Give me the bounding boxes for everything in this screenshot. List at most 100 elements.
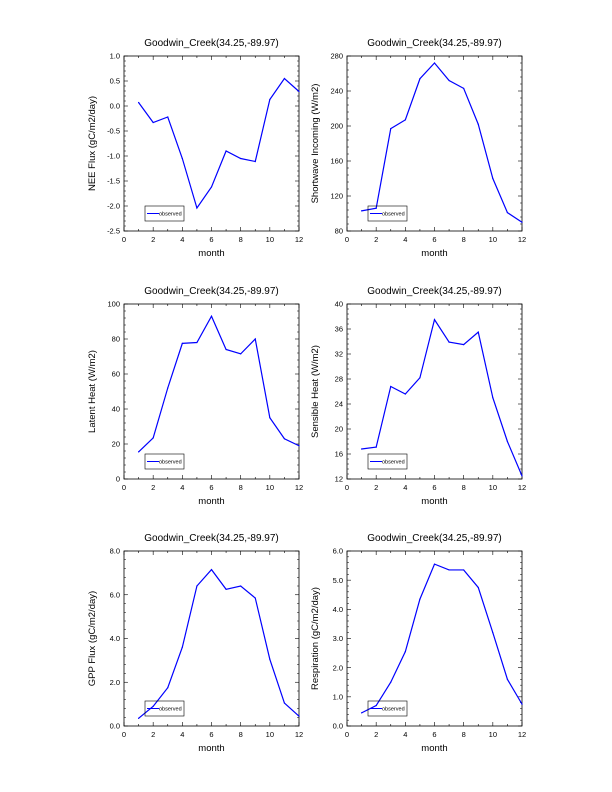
x-axis-label: month [421, 743, 447, 754]
x-tick-label: 6 [209, 235, 213, 244]
y-tick-label: 20 [112, 440, 120, 449]
data-point [506, 440, 509, 443]
data-point [240, 157, 242, 160]
y-tick-label: 0.0 [110, 722, 120, 731]
y-tick-label: 160 [330, 157, 343, 166]
data-point [390, 128, 392, 130]
x-tick-label: 0 [345, 483, 349, 492]
legend-label: observed [382, 212, 405, 218]
x-axis-label: month [421, 248, 447, 259]
y-tick-label: -2.0 [107, 202, 120, 211]
legend: observed [144, 205, 185, 222]
data-point [225, 588, 227, 590]
x-tick-label: 4 [403, 730, 407, 739]
data-point [360, 448, 363, 450]
legend: observed [367, 700, 408, 717]
x-tick-label: 8 [239, 483, 243, 492]
y-tick-label: 2.0 [110, 678, 120, 687]
legend-box [144, 205, 185, 222]
chart-panel-1: Goodwin_Creek(34.25,-89.97) 0 2 4 6 8 10 12 -2.5… [87, 38, 303, 259]
data-point [240, 585, 242, 587]
y-tick-label: 0.5 [110, 77, 120, 86]
y-tick-label: 0 [116, 475, 120, 484]
data-point [152, 121, 154, 124]
data-point [448, 341, 450, 343]
series-line-observed [138, 77, 300, 210]
x-tick-label: 8 [462, 483, 466, 492]
chart-title: Goodwin_Creek(34.25,-89.97) [144, 38, 279, 49]
data-point [167, 116, 169, 118]
y-tick-label: 4.0 [333, 605, 343, 614]
data-point [433, 62, 436, 64]
chart-title: Goodwin_Creek(34.25,-89.97) [144, 533, 279, 544]
data-point [477, 123, 479, 125]
data-point [360, 210, 363, 212]
plot-frame [346, 550, 523, 727]
y-tick-label: 200 [330, 122, 343, 131]
x-tick-label: 2 [151, 235, 155, 244]
x-tick-label: 8 [239, 235, 243, 244]
y-tick-label: 4.0 [110, 634, 120, 643]
data-point [152, 705, 154, 707]
x-tick-label: 6 [432, 730, 436, 739]
x-tick-label: 2 [374, 483, 378, 492]
y-axis-label: GPP Flux (gC/m2/day) [87, 591, 98, 686]
y-tick-label: 36 [335, 325, 343, 334]
x-axis-label: month [198, 743, 224, 754]
legend: observed [144, 700, 185, 717]
legend-label: observed [159, 460, 182, 466]
data-point [404, 651, 406, 653]
data-point [137, 101, 140, 104]
data-point [448, 569, 450, 571]
plot-frame [123, 55, 300, 232]
x-tick-label: 0 [345, 235, 349, 244]
data-point [463, 87, 465, 89]
y-tick-label: -1.0 [107, 152, 120, 161]
data-point [225, 150, 227, 152]
x-tick-label: 10 [489, 730, 497, 739]
legend: observed [367, 453, 408, 470]
y-tick-label: 40 [112, 405, 120, 414]
y-tick-label: 16 [335, 450, 343, 459]
series-line-observed [138, 314, 300, 453]
legend-box [367, 453, 408, 470]
legend-label: observed [159, 707, 182, 713]
y-tick-label: 20 [335, 425, 343, 434]
y-tick-label: -1.5 [107, 177, 120, 186]
y-axis-label: Sensible Heat (W/m2) [310, 345, 321, 438]
y-tick-label: 120 [330, 192, 343, 201]
legend-box [144, 453, 185, 470]
data-point [167, 687, 169, 689]
y-tick-label: 8.0 [110, 547, 120, 556]
data-point [506, 678, 509, 680]
data-point [210, 568, 213, 571]
y-tick-label: 100 [107, 300, 120, 309]
data-point [254, 338, 256, 340]
data-point [298, 90, 300, 93]
data-point [196, 207, 198, 209]
x-tick-label: 12 [295, 235, 303, 244]
data-point [254, 160, 256, 163]
y-tick-label: 240 [330, 87, 343, 96]
data-point [196, 585, 198, 587]
data-point [419, 377, 421, 379]
chart-panel-3: Goodwin_Creek(34.25,-89.97) 0 2 4 6 8 10 12 0 20 4… [87, 286, 303, 507]
legend-label: observed [382, 460, 405, 466]
x-tick-label: 8 [462, 730, 466, 739]
x-tick-label: 12 [518, 483, 526, 492]
data-point [167, 387, 169, 389]
y-tick-label: 12 [335, 475, 343, 484]
x-tick-label: 2 [374, 235, 378, 244]
chart-title: Goodwin_Creek(34.25,-89.97) [367, 286, 502, 297]
data-point [492, 177, 494, 180]
data-point [463, 344, 465, 346]
x-axis-label: month [198, 496, 224, 507]
data-point [210, 315, 213, 317]
x-tick-label: 2 [374, 730, 378, 739]
y-tick-label: -0.5 [107, 127, 120, 136]
data-point [210, 186, 213, 188]
chart-panel-5: Goodwin_Creek(34.25,-89.97) 0 2 4 6 8 10 12 0.0 2… [87, 533, 303, 754]
x-tick-label: 12 [295, 483, 303, 492]
x-tick-label: 2 [151, 730, 155, 739]
x-tick-label: 2 [151, 483, 155, 492]
